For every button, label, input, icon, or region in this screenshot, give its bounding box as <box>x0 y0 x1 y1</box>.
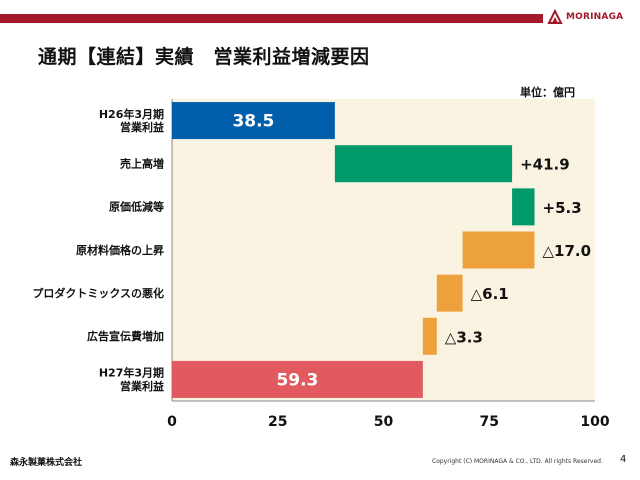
page-title: 通期【連結】実績 営業利益増減要因 <box>38 46 370 68</box>
company-name: 森永製菓株式会社 <box>10 458 83 468</box>
logo-text: MORINAGA <box>566 12 624 22</box>
value-label-0: 38.5 <box>232 112 274 132</box>
bar-3 <box>462 231 535 269</box>
bar-0 <box>172 102 335 140</box>
category-label-4: プロダクトミックスの悪化 <box>32 286 164 300</box>
bar-5 <box>422 317 437 355</box>
value-label-3: △17.0 <box>543 242 592 260</box>
value-label-1: +41.9 <box>520 156 570 174</box>
value-label-2: +5.3 <box>543 199 582 217</box>
copyright-text: Copyright (C) MORINAGA & CO., LTD. All r… <box>432 458 603 465</box>
unit-label: 単位：億円 <box>520 86 575 99</box>
x-tick-label: 100 <box>580 414 609 430</box>
x-tick-label: 0 <box>167 414 177 430</box>
category-label-5: 広告宣伝費増加 <box>87 329 164 343</box>
bar-6 <box>172 360 423 398</box>
morinaga-logo: MORINAGA <box>547 9 623 25</box>
x-tick-label: 75 <box>480 414 499 430</box>
value-label-6: 59.3 <box>276 370 318 390</box>
bar-2 <box>512 188 535 226</box>
x-tick-label: 50 <box>374 414 394 430</box>
category-label-1: 売上高増 <box>120 157 164 171</box>
value-label-5: △3.3 <box>445 328 483 346</box>
angel-mark-icon <box>547 9 563 24</box>
header-bar <box>0 14 543 23</box>
category-label-2: 原価低減等 <box>109 200 164 214</box>
page-number: 4 <box>620 454 627 465</box>
category-label-6: H27年3月期営業利益 <box>99 366 164 393</box>
category-label-3: 原材料価格の上昇 <box>76 243 164 257</box>
category-label-0: H26年3月期営業利益 <box>99 107 164 134</box>
value-label-4: △6.1 <box>471 285 509 303</box>
bar-4 <box>436 274 463 312</box>
x-tick-label: 25 <box>268 414 287 430</box>
bar-1 <box>334 145 513 183</box>
